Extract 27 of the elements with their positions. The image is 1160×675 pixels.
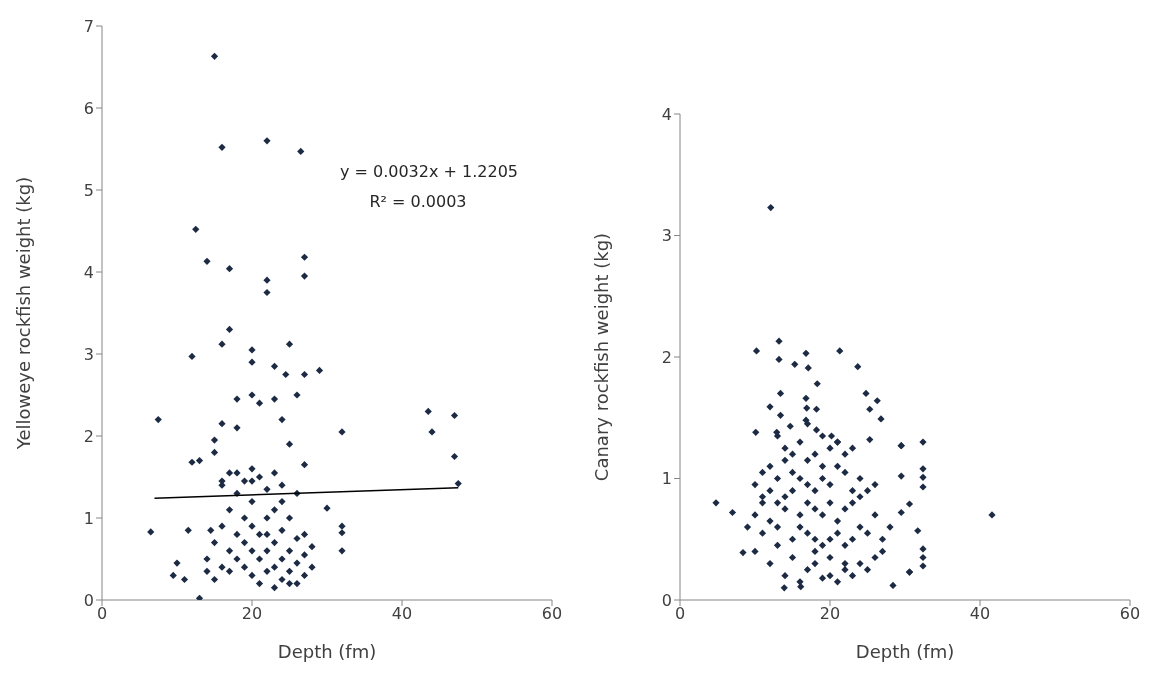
y-tick-label: 3 (661, 226, 672, 246)
y-axis-title: Canary rockfish weight (kg) (591, 232, 613, 482)
x-tick-label: 0 (96, 604, 108, 624)
y-tick-label: 6 (83, 98, 94, 118)
x-tick-label: 60 (1119, 604, 1141, 624)
y-axis-title: Yelloweye rockfish weight (kg) (13, 176, 35, 451)
y-tick-label: 1 (83, 508, 94, 528)
y-tick-label: 7 (83, 16, 94, 36)
y-tick-label: 5 (83, 180, 94, 200)
y-tick-label: 0 (661, 590, 672, 610)
x-tick-label: 20 (241, 604, 263, 624)
y-tick-label: 2 (83, 426, 94, 446)
x-tick-label: 40 (969, 604, 991, 624)
y-tick-label: 4 (661, 104, 672, 124)
x-tick-label: 40 (391, 604, 413, 624)
x-tick-label: 60 (541, 604, 563, 624)
y-tick-label: 3 (83, 344, 94, 364)
x-axis-title: Depth (fm) (277, 641, 377, 662)
y-tick-label: 1 (661, 469, 672, 489)
y-tick-label: 0 (83, 590, 94, 610)
annotation: R² = 0.0003 (368, 192, 468, 211)
x-tick-label: 0 (674, 604, 686, 624)
y-tick-label: 2 (661, 347, 672, 367)
x-tick-label: 20 (819, 604, 841, 624)
x-axis-title: Depth (fm) (855, 641, 955, 662)
annotation: y = 0.0032x + 1.2205 (338, 162, 518, 181)
y-tick-label: 4 (83, 262, 94, 282)
